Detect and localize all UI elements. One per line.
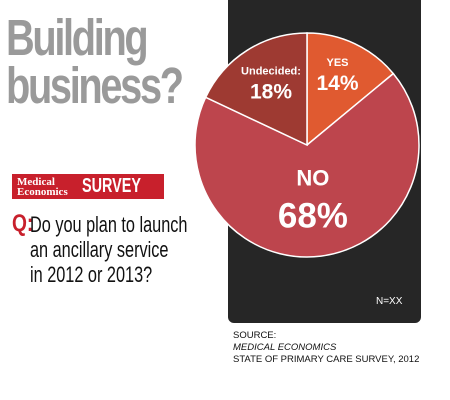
question-line-2: an ancillary service [30,237,169,262]
headline-line-1: Building [6,9,149,66]
slice-label-undecided: Undecided: [241,65,301,77]
logo-line-2: Economics [17,185,68,198]
pie-slice-undecided [204,32,308,147]
survey-badge: Medical Economics SURVEY [12,174,164,199]
question-text: Do you plan to launch an ancillary servi… [30,212,208,287]
source-line-2: STATE OF PRIMARY CARE SURVEY, 2012 [233,354,420,365]
source-credit: SOURCE: MEDICAL ECONOMICS STATE OF PRIMA… [233,330,419,366]
slice-value-no: 68% [278,197,348,236]
question-line-1: Do you plan to launch [30,212,188,237]
source-publication: MEDICAL ECONOMICS [233,342,337,353]
headline-line-2: business? [6,57,184,114]
slice-value-undecided: 18% [250,80,292,103]
publication-logo: Medical Economics [12,175,82,198]
survey-label: SURVEY [82,175,142,197]
source-line-1: SOURCE: MEDICAL ECONOMICS [233,330,419,354]
logo-line-1: Medical [17,175,55,188]
question-line-3: in 2012 or 2013? [30,262,153,287]
sample-size-note: N=XX [376,296,403,307]
slice-value-yes: 14% [316,72,358,95]
slice-label-yes: YES [326,57,348,69]
slice-label-no: NO [296,166,329,191]
question-marker: Q: [12,210,34,237]
headline: Building business? [6,9,184,114]
source-prefix: SOURCE: [233,330,277,341]
pie-slice-yes [306,32,395,147]
